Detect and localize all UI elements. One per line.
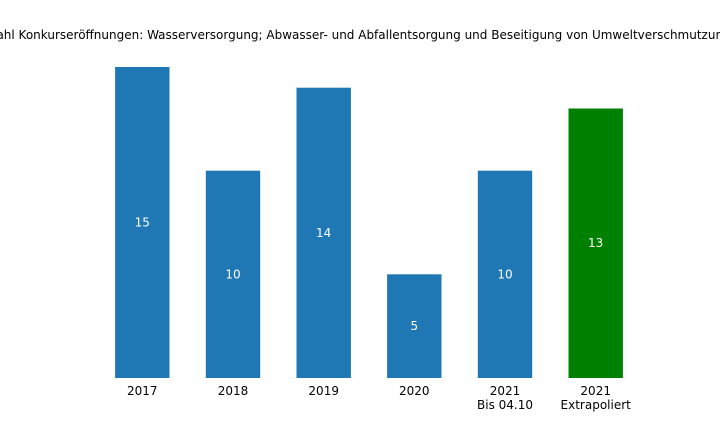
x-tick-label-3-line-0: 2020 — [399, 384, 430, 398]
x-tick-label-5-line-0: 2021 — [580, 384, 611, 398]
bars-layer — [115, 67, 623, 378]
x-tick-label-4-line-1: Bis 04.10 — [477, 398, 533, 412]
value-labels-layer: 15 10 14 5 10 13 — [135, 216, 604, 334]
bar-value-label-1: 10 — [225, 267, 240, 281]
bar-2 — [296, 87, 351, 378]
bar-value-label-0: 15 — [135, 216, 150, 230]
bar-0 — [115, 67, 170, 378]
x-tick-label-4-line-0: 2021 — [490, 384, 521, 398]
bar-5 — [568, 108, 623, 378]
chart-title: Anzahl Konkurseröffnungen: Wasserversorg… — [0, 28, 720, 42]
bar-value-label-3: 5 — [410, 319, 418, 333]
bar-value-label-5: 13 — [588, 236, 603, 250]
x-tick-label-5-line-1: Extrapoliert — [561, 398, 632, 412]
bar-3 — [387, 274, 442, 378]
x-tick-label-2-line-0: 2019 — [308, 384, 339, 398]
bar-value-label-4: 10 — [497, 267, 512, 281]
x-tick-label-1-line-0: 2018 — [218, 384, 249, 398]
bar-1 — [205, 170, 261, 378]
bar-4 — [477, 170, 533, 378]
bar-value-label-2: 14 — [316, 226, 331, 240]
x-tick-label-0-line-0: 2017 — [127, 384, 158, 398]
